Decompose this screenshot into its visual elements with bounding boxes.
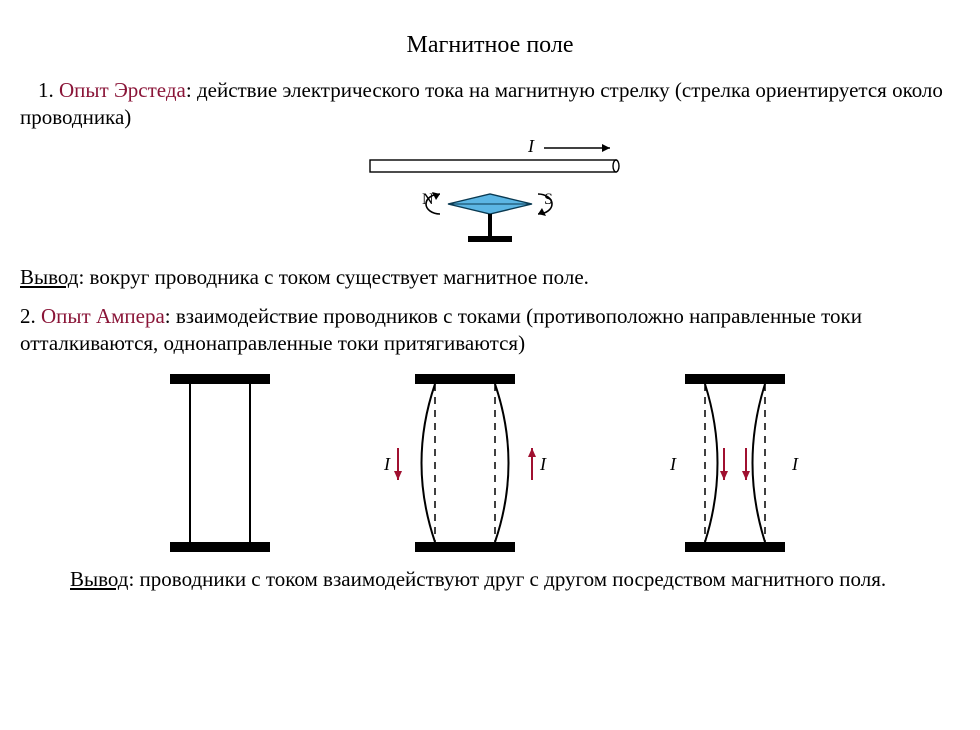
ampere-panel-repel: I I <box>380 368 550 558</box>
oersted-figure: I N S <box>20 138 960 258</box>
conclusion-2: Вывод: проводники с током взаимодействую… <box>70 566 920 593</box>
current-label-right2: I <box>791 454 799 474</box>
current-label: I <box>527 138 535 156</box>
item-2-highlight: Опыт Ампера <box>41 304 165 328</box>
item-2-num: 2. <box>20 304 41 328</box>
current-label-left2: I <box>669 454 677 474</box>
conclusion-2-text: : проводники с током взаимодействуют дру… <box>128 567 886 591</box>
ampere-panel-attract: I I <box>640 368 830 558</box>
current-label-left: I <box>383 454 391 474</box>
ampere-panel-neutral <box>150 368 290 558</box>
conclusion-1-label: Вывод <box>20 265 78 289</box>
ampere-figure-row: I I I I <box>20 368 960 558</box>
current-label-right: I <box>539 454 547 474</box>
page-title: Магнитное поле <box>20 30 960 61</box>
wire <box>370 160 616 172</box>
conclusion-1: Вывод: вокруг проводника с током существ… <box>20 264 960 291</box>
stand-base <box>468 236 512 242</box>
item-1-highlight: Опыт Эрстеда <box>59 78 186 102</box>
item-2: 2. Опыт Ампера: взаимодействие проводник… <box>20 303 960 358</box>
conclusion-1-text: : вокруг проводника с током существует м… <box>78 265 588 289</box>
item-1-num: 1. <box>38 78 59 102</box>
item-1: 1. Опыт Эрстеда: действие электрического… <box>20 77 960 132</box>
conclusion-2-label: Вывод <box>70 567 128 591</box>
